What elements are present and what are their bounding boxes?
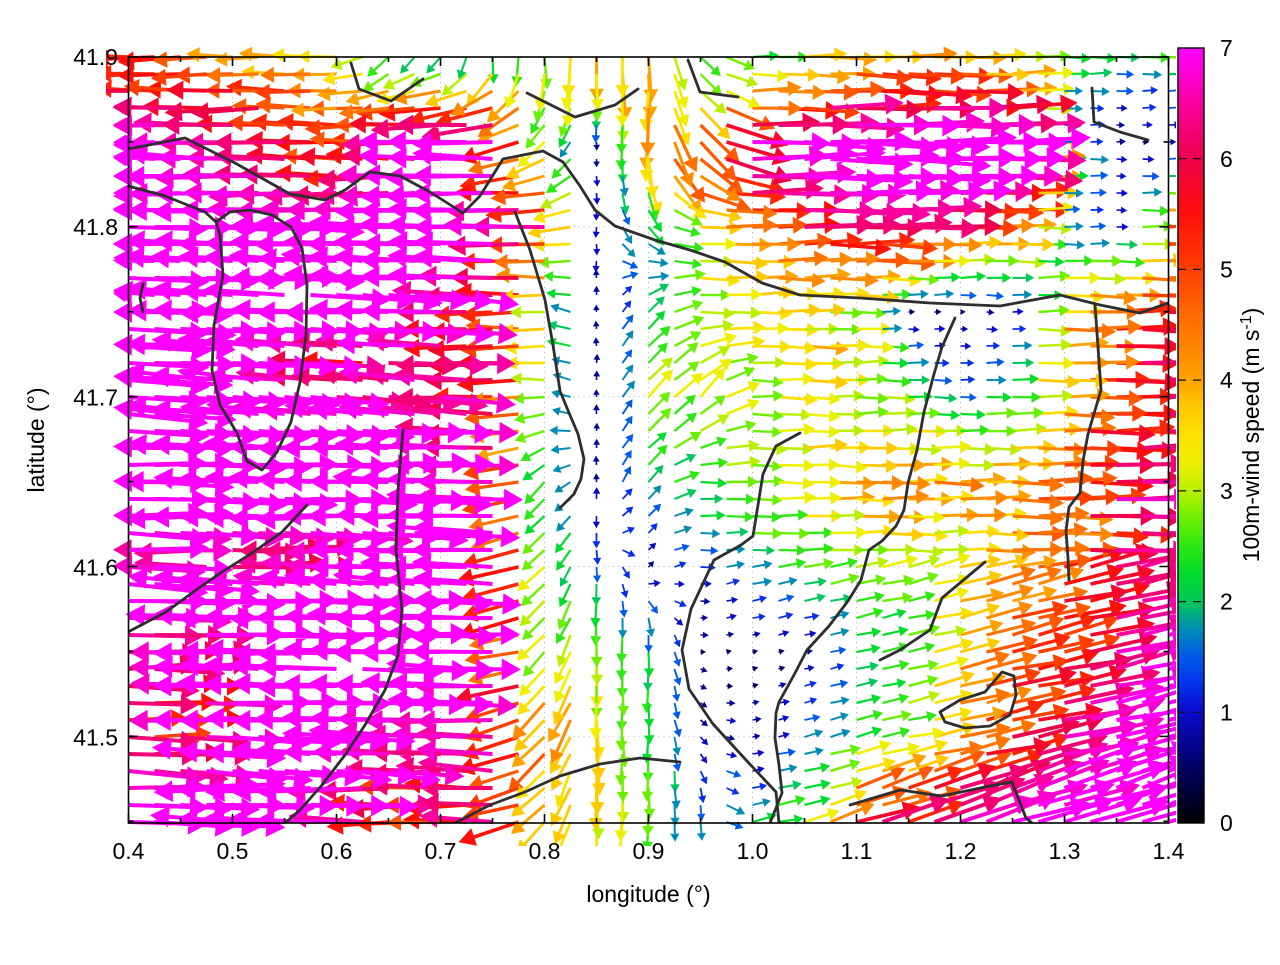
svg-text:100m-wind speed (m s-1): 100m-wind speed (m s-1)	[1238, 308, 1264, 563]
svg-text:41.8: 41.8	[73, 214, 118, 240]
svg-text:1.3: 1.3	[1049, 838, 1081, 864]
svg-text:0.8: 0.8	[529, 838, 561, 864]
svg-text:longitude (°): longitude (°)	[586, 881, 710, 907]
svg-text:0.5: 0.5	[217, 838, 249, 864]
svg-text:3: 3	[1220, 478, 1233, 504]
svg-text:4: 4	[1220, 367, 1233, 393]
svg-text:0.9: 0.9	[633, 838, 665, 864]
svg-text:7: 7	[1220, 35, 1233, 61]
svg-text:1.1: 1.1	[841, 838, 873, 864]
svg-text:0: 0	[1220, 810, 1233, 836]
svg-text:1: 1	[1220, 699, 1233, 725]
svg-text:41.7: 41.7	[73, 384, 118, 410]
svg-text:0.7: 0.7	[425, 838, 457, 864]
svg-text:1.0: 1.0	[737, 838, 769, 864]
svg-text:5: 5	[1220, 257, 1233, 283]
svg-text:41.9: 41.9	[73, 44, 118, 70]
svg-text:0.6: 0.6	[321, 838, 353, 864]
svg-text:41.6: 41.6	[73, 555, 118, 581]
svg-text:2: 2	[1220, 589, 1233, 615]
svg-text:0.4: 0.4	[113, 838, 145, 864]
svg-text:1.2: 1.2	[945, 838, 977, 864]
svg-text:latitude (°): latitude (°)	[23, 387, 49, 492]
svg-text:1.4: 1.4	[1153, 838, 1185, 864]
svg-text:41.5: 41.5	[73, 725, 118, 751]
svg-text:6: 6	[1220, 146, 1233, 172]
